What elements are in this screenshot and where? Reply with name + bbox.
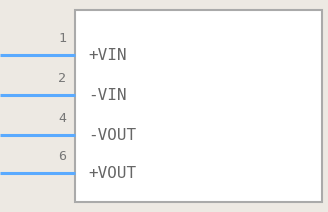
Text: +VOUT: +VOUT <box>88 166 136 180</box>
Bar <box>75 10 322 202</box>
Text: -VIN: -VIN <box>88 88 127 102</box>
Text: 4: 4 <box>58 113 66 126</box>
Text: 6: 6 <box>58 151 66 163</box>
Text: +VIN: +VIN <box>88 47 127 63</box>
Text: 1: 1 <box>58 32 66 46</box>
Text: 2: 2 <box>58 73 66 85</box>
Text: -VOUT: -VOUT <box>88 127 136 142</box>
